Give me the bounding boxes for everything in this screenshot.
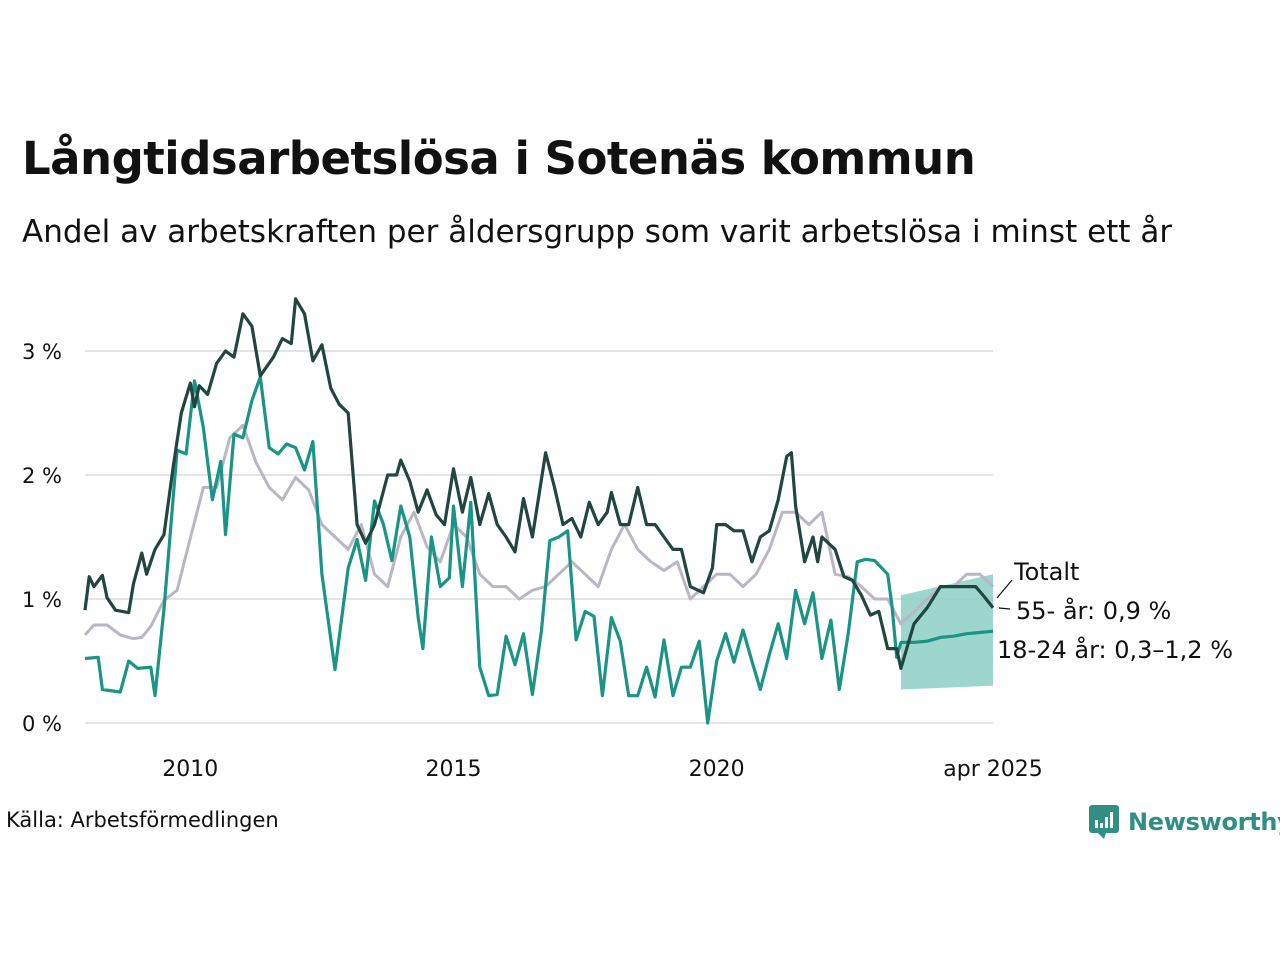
y-tick-label: 0 % [22, 712, 62, 736]
label-leader-line [998, 607, 1011, 610]
brand-name: Newsworthy [1128, 808, 1280, 836]
series-line-18-24 [84, 375, 994, 725]
x-tick-label: 2010 [162, 757, 218, 782]
series-line-55 [83, 297, 995, 670]
series-line-18-24-label: 18-24 år: 0,3–1,2 % [997, 635, 1233, 664]
x-tick-label: 2015 [425, 757, 481, 782]
brand-logo: Newsworthy [1088, 804, 1280, 840]
chart-title: Långtidsarbetslösa i Sotenäs kommun [22, 132, 976, 185]
x-tick-label: 2020 [689, 757, 745, 782]
y-tick-label: 2 % [22, 464, 62, 488]
newsworthy-logo-icon [1089, 805, 1119, 839]
x-tick-label: apr 2025 [943, 757, 1042, 782]
chart-subtitle: Andel av arbetskraften per åldersgrupp s… [22, 214, 1173, 250]
series-line-totalt [83, 423, 995, 641]
series-line-totalt-label: Totalt [1013, 558, 1079, 586]
series-line-55-label: 55- år: 0,9 % [1016, 596, 1171, 625]
source-note: Källa: Arbetsförmedlingen [6, 808, 279, 832]
y-tick-label: 3 % [22, 340, 62, 364]
y-tick-label: 1 % [22, 588, 62, 612]
label-leader-line [996, 579, 1013, 599]
